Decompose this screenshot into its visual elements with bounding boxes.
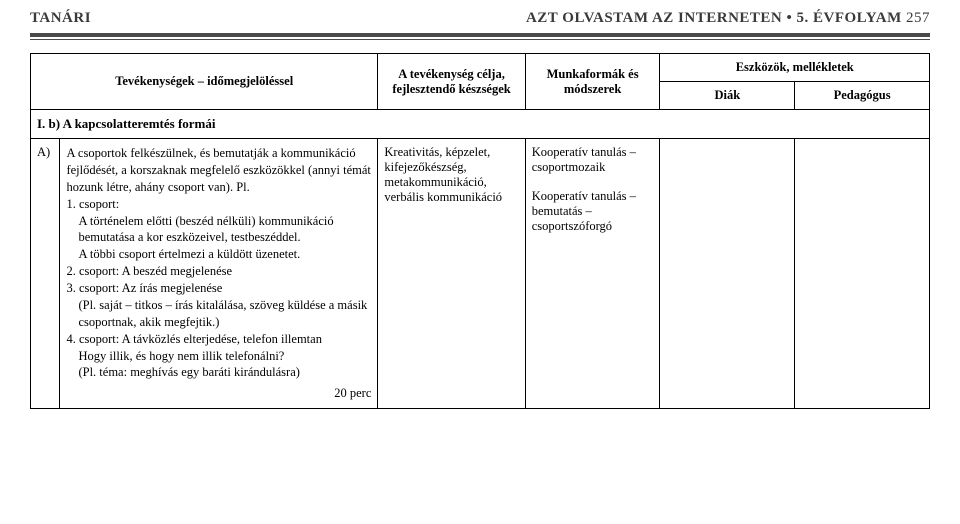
th-diak: Diák <box>660 82 795 110</box>
divider-thin <box>30 39 930 40</box>
activity-line: Hogy illik, és hogy nem illik telefonáln… <box>66 348 371 365</box>
table-row: A) A csoportok felkészülnek, és bemutatj… <box>31 139 930 409</box>
table-header-row-1: Tevékenységek – időmegjelöléssel A tevék… <box>31 54 930 82</box>
cell-diak <box>660 139 795 409</box>
cell-activity: A csoportok felkészülnek, és bemutatják … <box>60 139 378 409</box>
header-right: AZT OLVASTAM AZ INTERNETEN • 5. ÉVFOLYAM… <box>526 10 930 27</box>
row-marker: A) <box>31 139 60 409</box>
activity-time: 20 perc <box>66 381 371 402</box>
page-root: TANÁRI AZT OLVASTAM AZ INTERNETEN • 5. É… <box>0 0 960 524</box>
content-area: Tevékenységek – időmegjelöléssel A tevék… <box>0 41 960 409</box>
activity-text: A csoportok felkészülnek, és bemutatják … <box>66 145 371 381</box>
th-tools: Eszközök, mellékletek <box>660 54 930 82</box>
page-header: TANÁRI AZT OLVASTAM AZ INTERNETEN • 5. É… <box>0 0 960 31</box>
activity-line: A történelem előtti (beszéd nélküli) kom… <box>66 213 371 247</box>
section-title: I. b) A kapcsolatteremtés formái <box>31 110 930 139</box>
activity-line: A többi csoport értelmezi a küldött üzen… <box>66 246 371 263</box>
activity-line: (Pl. téma: meghívás egy baráti kirándulá… <box>66 364 371 381</box>
activity-line: 3. csoport: Az írás megjelenése <box>66 280 371 297</box>
activity-line: A csoportok felkészülnek, és bemutatják … <box>66 145 371 196</box>
th-pedag: Pedagógus <box>795 82 930 110</box>
activity-line: (Pl. saját – titkos – írás kitalálása, s… <box>66 297 371 331</box>
forms-paragraph: Kooperatív tanulás – bemutatás – csoport… <box>532 189 654 234</box>
activity-line: 2. csoport: A beszéd megjelenése <box>66 263 371 280</box>
th-activity: Tevékenységek – időmegjelöléssel <box>31 54 378 110</box>
header-divider <box>30 33 930 41</box>
activity-line: 4. csoport: A távközlés elterjedése, tel… <box>66 331 371 348</box>
cell-pedag <box>795 139 930 409</box>
th-goal: A tevékenység célja, fejlesztendő készsé… <box>378 54 525 110</box>
section-title-row: I. b) A kapcsolatteremtés formái <box>31 110 930 139</box>
th-forms: Munkaformák és módszerek <box>525 54 660 110</box>
page-number-value: 257 <box>906 10 930 26</box>
forms-paragraph: Kooperatív tanulás – csoportmozaik <box>532 145 654 175</box>
cell-goal: Kreativitás, képzelet, kifejezőkészség, … <box>378 139 525 409</box>
header-left: TANÁRI <box>30 10 91 27</box>
lesson-table: Tevékenységek – időmegjelöléssel A tevék… <box>30 53 930 409</box>
divider-thick <box>30 33 930 37</box>
cell-forms: Kooperatív tanulás – csoportmozaik Kooper… <box>525 139 660 409</box>
activity-line: 1. csoport: <box>66 196 371 213</box>
header-title: AZT OLVASTAM AZ INTERNETEN • 5. ÉVFOLYAM <box>526 10 902 26</box>
